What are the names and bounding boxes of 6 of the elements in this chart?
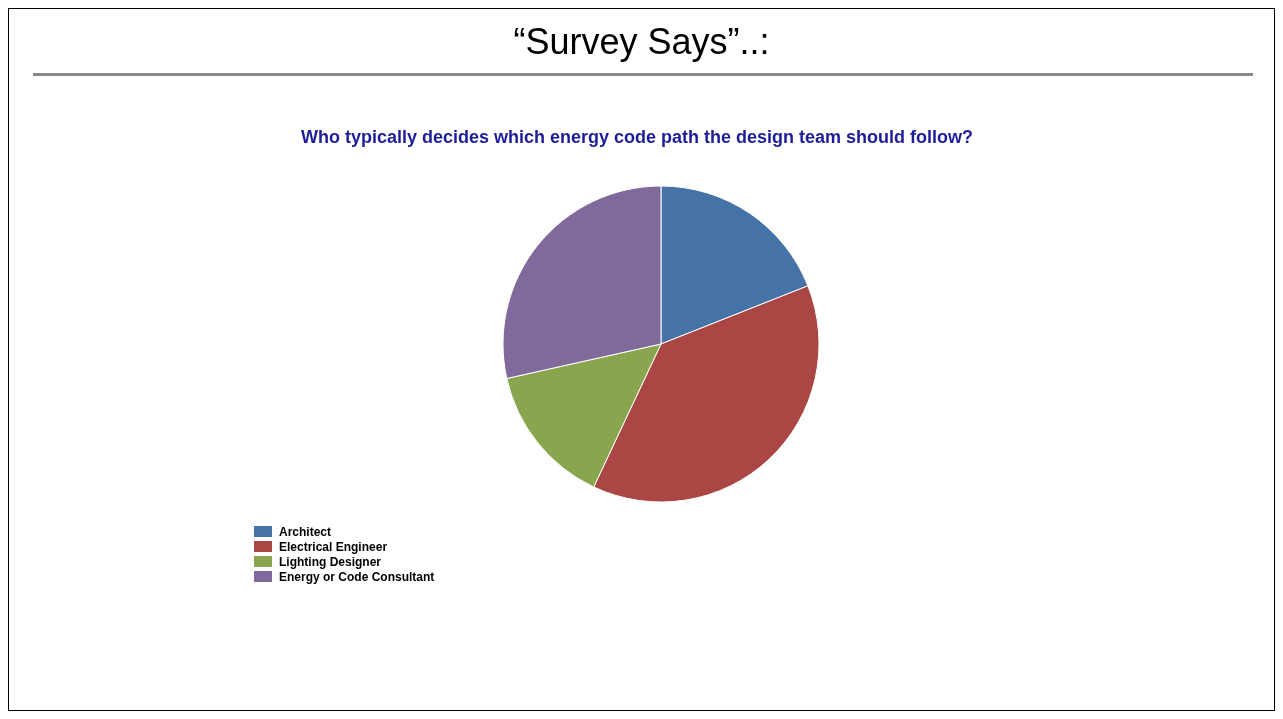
legend-label: Architect <box>279 524 332 539</box>
chart-title: “Survey Says”..: <box>512 21 771 63</box>
legend-label: Lighting Designer <box>279 554 381 569</box>
chart-subtitle: Who typically decides which energy code path the design team should follow? <box>299 127 975 148</box>
legend-label: Energy or Code Consultant <box>279 569 435 584</box>
legend-label: Electrical Engineer <box>279 539 388 554</box>
